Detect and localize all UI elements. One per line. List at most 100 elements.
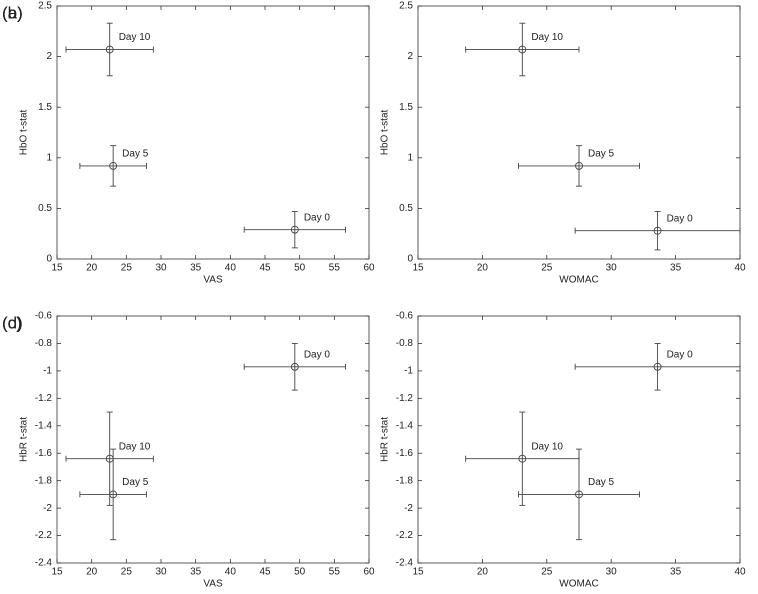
plot-frame	[417, 5, 741, 260]
y-tick-label: 1.5	[38, 102, 52, 113]
point-label: Day 5	[588, 149, 615, 160]
point	[653, 362, 662, 371]
y-axis-label: HbO t-stat	[380, 110, 391, 156]
point-label: Day 5	[588, 477, 615, 488]
point-label: Day 10	[119, 441, 151, 452]
y-tick-label: -0.8	[35, 338, 53, 349]
x-tick-label: 35	[190, 567, 202, 578]
x-tick-label: 60	[363, 567, 375, 578]
x-tick-label: 15	[412, 263, 424, 274]
y-tick-label: -1.4	[396, 420, 414, 431]
point-label: Day 10	[531, 441, 563, 452]
point	[290, 225, 299, 234]
x-tick-label: 40	[225, 567, 237, 578]
plot-frame	[56, 315, 370, 564]
point-label: Day 0	[667, 213, 694, 224]
x-tick-label: 15	[51, 567, 63, 578]
x-tick-label: 40	[734, 263, 746, 274]
y-tick-label: 2	[407, 51, 413, 62]
panel-label: (d)	[2, 313, 23, 332]
point-label: Day 10	[531, 32, 563, 43]
y-tick-label: -2.4	[396, 558, 414, 569]
y-tick-label: -1.4	[35, 420, 53, 431]
x-tick-label: 25	[121, 567, 133, 578]
plot-frame	[417, 315, 741, 564]
x-tick-label: 30	[155, 567, 167, 578]
x-tick-label: 25	[121, 263, 133, 274]
y-tick-label: 1.5	[399, 102, 413, 113]
x-tick-label: 15	[412, 567, 424, 578]
point-label: Day 10	[119, 32, 151, 43]
x-tick-label: 25	[541, 263, 553, 274]
x-axis-label: VAS	[203, 275, 223, 286]
y-tick-label: -0.6	[396, 311, 414, 322]
point	[518, 454, 527, 463]
x-tick-label: 20	[86, 567, 98, 578]
y-tick-label: 0	[46, 254, 52, 265]
x-tick-label: 40	[225, 263, 237, 274]
x-tick-label: 40	[734, 567, 746, 578]
y-tick-label: -1.8	[35, 475, 53, 486]
x-tick-label: 50	[294, 567, 306, 578]
y-tick-label: 2	[46, 51, 52, 62]
point-label: Day 0	[304, 212, 331, 223]
x-tick-label: 35	[670, 567, 682, 578]
y-tick-label: -1	[43, 366, 52, 377]
point	[575, 490, 583, 499]
y-tick-label: -1.6	[396, 448, 414, 459]
panel-label: (c)	[2, 313, 22, 332]
x-axis-label: WOMAC	[559, 275, 598, 286]
y-tick-label: -2.2	[35, 530, 53, 541]
y-tick-label: 0.5	[399, 203, 413, 214]
point	[109, 161, 118, 170]
point	[290, 362, 299, 371]
y-tick-label: -1	[404, 366, 413, 377]
y-tick-label: -0.8	[396, 338, 414, 349]
y-tick-label: 2.5	[399, 1, 413, 12]
point	[518, 45, 527, 54]
plot-frame	[56, 5, 370, 260]
x-tick-label: 15	[51, 263, 63, 274]
x-tick-label: 20	[86, 263, 98, 274]
x-tick-label: 50	[294, 263, 306, 274]
point-label: Day 0	[304, 349, 331, 360]
x-tick-label: 30	[606, 263, 618, 274]
y-tick-label: -1.6	[35, 448, 53, 459]
x-tick-label: 45	[259, 263, 271, 274]
x-tick-label: 30	[155, 263, 167, 274]
y-tick-label: 0.5	[38, 203, 52, 214]
point-label: Day 5	[122, 477, 149, 488]
point	[105, 45, 114, 54]
y-axis-label: HbO t-stat	[19, 110, 30, 156]
y-tick-label: 1	[407, 152, 413, 163]
x-tick-label: 20	[477, 263, 489, 274]
y-tick-label: -2.4	[35, 558, 53, 569]
y-tick-label: 2.5	[38, 1, 52, 12]
x-tick-label: 35	[190, 263, 202, 274]
x-tick-label: 55	[329, 263, 341, 274]
x-axis-label: VAS	[203, 579, 223, 590]
y-tick-label: -1.2	[35, 393, 53, 404]
y-tick-label: -0.6	[35, 311, 53, 322]
point	[653, 226, 662, 235]
y-axis-label: HbR t-stat	[380, 417, 391, 462]
point	[109, 490, 118, 499]
point-label: Day 0	[667, 349, 694, 360]
panel-label: (b)	[2, 3, 23, 22]
point-label: Day 5	[122, 149, 149, 160]
panel-label: (a)	[2, 3, 23, 22]
y-tick-label: 1	[46, 152, 52, 163]
x-tick-label: 35	[670, 263, 682, 274]
y-tick-label: -1.8	[396, 475, 414, 486]
y-axis-label: HbR t-stat	[19, 417, 30, 462]
y-tick-label: -1.2	[396, 393, 414, 404]
y-tick-label: -2	[43, 503, 52, 514]
x-tick-label: 25	[541, 567, 553, 578]
point	[575, 161, 583, 170]
x-tick-label: 55	[329, 567, 341, 578]
y-tick-label: -2	[404, 503, 413, 514]
y-tick-label: 0	[407, 254, 413, 265]
x-tick-label: 45	[259, 567, 271, 578]
x-tick-label: 30	[606, 567, 618, 578]
